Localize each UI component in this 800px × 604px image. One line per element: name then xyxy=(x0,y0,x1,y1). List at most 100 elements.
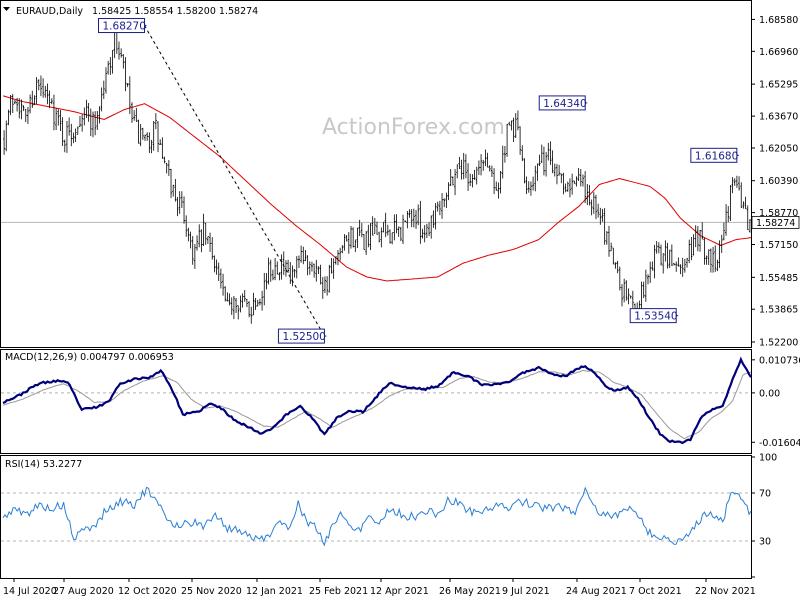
candle xyxy=(449,169,452,187)
price-callout: 1.53540 xyxy=(629,308,679,324)
candle xyxy=(328,264,331,293)
candle xyxy=(623,278,626,303)
candle xyxy=(50,98,53,105)
candle xyxy=(490,165,493,177)
candle xyxy=(235,297,238,313)
price-callout: 1.64340 xyxy=(538,95,588,111)
last-price-label: 1.58274 xyxy=(756,218,795,229)
price-axis-label: 1.68580 xyxy=(759,15,798,26)
candle xyxy=(349,226,352,249)
candle xyxy=(139,123,142,147)
candle xyxy=(709,248,712,273)
candle xyxy=(627,288,630,305)
candle xyxy=(469,173,472,187)
candlestick-series xyxy=(3,18,751,324)
price-callout-label: 1.61680 xyxy=(695,150,738,162)
candle xyxy=(154,113,157,130)
candle xyxy=(436,201,439,212)
candle xyxy=(545,152,548,177)
candle xyxy=(510,120,513,131)
price-axis-label: 1.65295 xyxy=(759,80,798,91)
candle xyxy=(458,156,461,169)
candle xyxy=(243,289,246,302)
moving-average-series xyxy=(2,95,752,282)
candle xyxy=(670,244,673,267)
candle xyxy=(193,244,196,269)
candle xyxy=(343,234,346,251)
price-callout-label: 1.68270 xyxy=(103,21,146,33)
moving-average-line xyxy=(2,95,752,282)
candle xyxy=(250,306,253,324)
candle xyxy=(373,218,376,234)
candle xyxy=(423,225,426,243)
candle xyxy=(13,100,16,105)
candle xyxy=(718,240,721,268)
candle xyxy=(230,297,233,315)
candle xyxy=(170,168,173,199)
candle xyxy=(187,227,190,242)
candle xyxy=(681,257,684,277)
candle xyxy=(577,167,580,181)
price-callout: 1.68270 xyxy=(98,18,147,34)
candle xyxy=(410,209,413,228)
macd-axis: 0.010736 0.00 -0.016046 xyxy=(751,355,800,449)
candle xyxy=(642,281,645,299)
date-axis-label: 12 Oct 2020 xyxy=(118,586,177,597)
candle xyxy=(150,139,153,154)
candle xyxy=(18,98,21,119)
candle xyxy=(326,276,329,296)
candle xyxy=(594,194,597,220)
candle xyxy=(107,60,110,75)
candle xyxy=(215,259,218,275)
candle xyxy=(362,234,365,250)
candle xyxy=(37,79,40,91)
candle xyxy=(157,121,160,153)
candle xyxy=(39,75,42,97)
candle xyxy=(631,290,634,308)
candle xyxy=(568,178,571,198)
price-callout-label: 1.64340 xyxy=(543,98,586,110)
candle xyxy=(98,106,101,124)
candle xyxy=(653,244,656,279)
candle xyxy=(447,182,450,201)
candle xyxy=(200,229,203,253)
price-callout: 1.52500 xyxy=(277,328,327,344)
candle xyxy=(488,165,491,172)
candle xyxy=(393,214,396,241)
candle xyxy=(174,178,177,202)
price-axis-label: 1.60390 xyxy=(759,176,798,187)
candle xyxy=(26,106,29,124)
candle xyxy=(263,272,266,306)
candle xyxy=(536,163,539,181)
candle xyxy=(716,259,719,272)
rsi-line xyxy=(2,486,752,547)
candle xyxy=(573,180,576,184)
candle xyxy=(445,192,448,208)
price-axis-label: 1.52200 xyxy=(759,338,798,349)
candle xyxy=(232,296,235,320)
candle xyxy=(300,245,303,263)
candle xyxy=(662,253,665,274)
candle xyxy=(306,255,309,276)
date-axis-label: 12 Jan 2021 xyxy=(246,586,303,597)
candle xyxy=(5,120,8,152)
price-callout: 1.61680 xyxy=(690,147,739,163)
candle xyxy=(276,261,279,275)
candle xyxy=(649,261,652,283)
candle xyxy=(204,222,207,245)
candle xyxy=(109,57,112,75)
rsi-levels xyxy=(1,492,751,542)
candle xyxy=(722,222,725,241)
header-dropdown-icon[interactable] xyxy=(3,7,10,11)
price-axis-label: 1.62050 xyxy=(759,144,798,155)
candle xyxy=(477,160,480,175)
candle xyxy=(304,249,307,262)
candle xyxy=(506,123,509,157)
candle xyxy=(163,156,166,164)
candle xyxy=(525,176,528,194)
candle xyxy=(475,166,478,185)
candle xyxy=(714,245,717,272)
candle xyxy=(148,132,151,154)
candle xyxy=(319,264,322,285)
candle xyxy=(48,90,51,109)
